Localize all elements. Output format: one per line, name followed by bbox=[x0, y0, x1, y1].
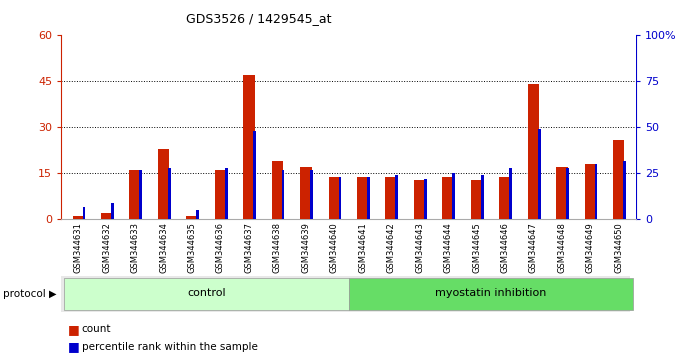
Text: GSM344631: GSM344631 bbox=[73, 222, 83, 273]
Bar bbox=[339, 177, 341, 219]
Text: GSM344640: GSM344640 bbox=[330, 222, 339, 273]
Bar bbox=[452, 173, 455, 219]
Bar bbox=[197, 210, 199, 219]
Text: control: control bbox=[187, 288, 226, 298]
Bar bbox=[253, 131, 256, 219]
Bar bbox=[471, 179, 482, 219]
Bar bbox=[623, 161, 626, 219]
Bar bbox=[168, 168, 171, 219]
Text: ■: ■ bbox=[68, 341, 80, 353]
Bar bbox=[328, 177, 340, 219]
Bar bbox=[481, 175, 483, 219]
Text: GSM344637: GSM344637 bbox=[244, 222, 254, 273]
Bar bbox=[101, 213, 112, 219]
Text: GSM344639: GSM344639 bbox=[301, 222, 310, 273]
Bar bbox=[73, 216, 84, 219]
Bar bbox=[367, 177, 370, 219]
Text: GSM344632: GSM344632 bbox=[102, 222, 112, 273]
Text: GSM344649: GSM344649 bbox=[585, 222, 595, 273]
Bar bbox=[396, 175, 398, 219]
Text: GSM344643: GSM344643 bbox=[415, 222, 424, 273]
Text: ■: ■ bbox=[68, 323, 80, 336]
Text: protocol: protocol bbox=[3, 289, 46, 299]
Text: GSM344644: GSM344644 bbox=[443, 222, 453, 273]
Bar bbox=[509, 168, 512, 219]
Bar bbox=[158, 149, 169, 219]
Text: GSM344635: GSM344635 bbox=[188, 222, 197, 273]
Bar bbox=[443, 177, 454, 219]
Text: GSM344634: GSM344634 bbox=[159, 222, 168, 273]
Bar bbox=[225, 168, 228, 219]
Bar bbox=[556, 167, 568, 219]
Bar bbox=[585, 164, 596, 219]
Text: myostatin inhibition: myostatin inhibition bbox=[435, 288, 547, 298]
Bar bbox=[310, 170, 313, 219]
Bar bbox=[424, 179, 427, 219]
Text: percentile rank within the sample: percentile rank within the sample bbox=[82, 342, 258, 352]
Text: GDS3526 / 1429545_at: GDS3526 / 1429545_at bbox=[186, 12, 331, 25]
Bar bbox=[139, 170, 142, 219]
Text: GSM344642: GSM344642 bbox=[387, 222, 396, 273]
Bar bbox=[566, 168, 569, 219]
Bar bbox=[300, 167, 311, 219]
Bar bbox=[594, 164, 598, 219]
Text: GSM344650: GSM344650 bbox=[614, 222, 624, 273]
Bar bbox=[348, 278, 633, 310]
Bar bbox=[272, 161, 283, 219]
Text: GSM344636: GSM344636 bbox=[216, 222, 225, 273]
Bar bbox=[386, 177, 397, 219]
Bar bbox=[528, 85, 539, 219]
Bar bbox=[215, 170, 226, 219]
Bar bbox=[129, 170, 141, 219]
Text: GSM344648: GSM344648 bbox=[558, 222, 566, 273]
Bar bbox=[357, 177, 369, 219]
Bar bbox=[111, 203, 114, 219]
Text: GSM344641: GSM344641 bbox=[358, 222, 367, 273]
Bar bbox=[186, 216, 198, 219]
Bar bbox=[282, 170, 284, 219]
Text: GSM344647: GSM344647 bbox=[529, 222, 538, 273]
Text: GSM344645: GSM344645 bbox=[472, 222, 481, 273]
Bar bbox=[414, 179, 425, 219]
Bar bbox=[613, 140, 624, 219]
Text: GSM344638: GSM344638 bbox=[273, 222, 282, 273]
Text: ▶: ▶ bbox=[49, 289, 56, 299]
Bar bbox=[538, 129, 541, 219]
Bar bbox=[64, 278, 348, 310]
Bar bbox=[499, 177, 511, 219]
Bar bbox=[243, 75, 254, 219]
Text: count: count bbox=[82, 324, 111, 334]
Text: GSM344633: GSM344633 bbox=[131, 222, 139, 273]
Text: GSM344646: GSM344646 bbox=[500, 222, 509, 273]
Bar bbox=[82, 207, 86, 219]
